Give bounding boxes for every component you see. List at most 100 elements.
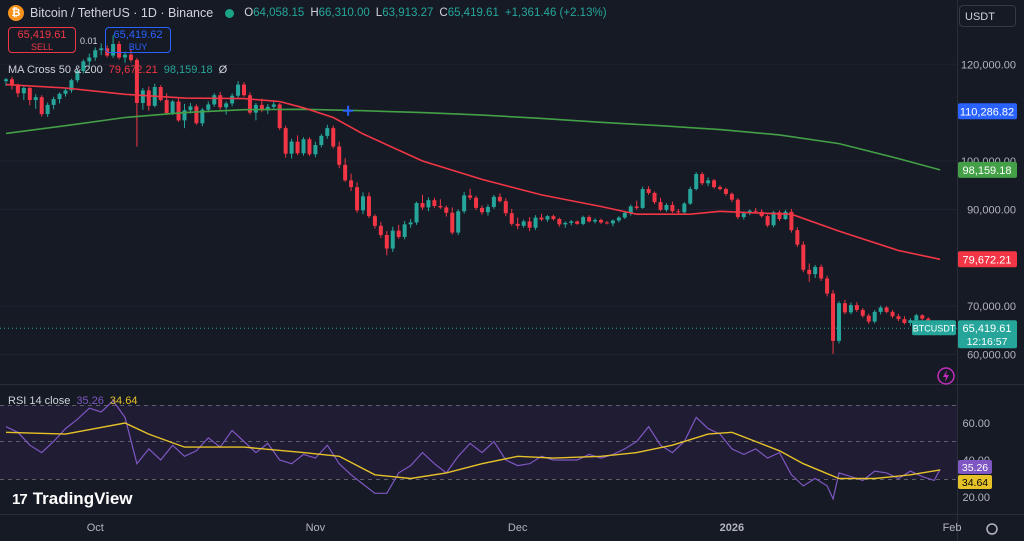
candle-body <box>813 266 818 275</box>
candle-body <box>140 90 145 103</box>
candle-body <box>491 196 496 207</box>
price-tag <box>958 251 1017 268</box>
candle-body <box>503 201 508 214</box>
candle-body <box>664 205 669 210</box>
candle-body <box>765 216 770 226</box>
candle-body <box>837 303 841 341</box>
candle-body <box>593 219 598 222</box>
candle-body <box>866 315 871 322</box>
rsi-band <box>0 405 957 479</box>
ma-indicator-name: MA Cross 50 & 200 <box>8 64 103 76</box>
price-tag <box>958 103 1017 120</box>
candle-body <box>366 196 371 217</box>
candle-body <box>164 100 169 114</box>
candle-body <box>890 311 895 317</box>
candle-body <box>468 195 473 198</box>
candle-body <box>253 104 258 113</box>
currency-selector[interactable]: USDT <box>959 5 1016 27</box>
candle-body <box>801 244 806 270</box>
candle-body <box>848 305 853 313</box>
candle-body <box>337 146 342 165</box>
market-open-dot-icon <box>225 8 235 18</box>
tradingview-branding[interactable]: 17 TradingView <box>12 489 133 509</box>
candle-body <box>301 139 306 154</box>
candle-body <box>575 221 580 224</box>
candle-body <box>450 212 455 233</box>
buy-button[interactable]: 65,419.62 BUY <box>105 27 171 53</box>
time-tick-label: Feb <box>943 522 962 534</box>
ma-cross-legend[interactable]: MA Cross 50 & 200 79,672.21 98,159.18 Ø <box>8 64 227 76</box>
sell-button[interactable]: 65,419.61 SELL <box>8 27 76 53</box>
candle-body <box>604 222 609 224</box>
rsi-legend[interactable]: RSI 14 close 35.26 34.64 <box>8 395 137 407</box>
candle-body <box>694 174 699 190</box>
candle-body <box>521 221 526 226</box>
candle-body <box>527 221 532 228</box>
candle-body <box>134 59 139 103</box>
rsi-ma-line <box>5 422 941 480</box>
candle-body <box>723 189 728 194</box>
candle-body <box>123 54 127 58</box>
candle-body <box>57 93 62 100</box>
settings-gear-icon <box>986 523 998 535</box>
candle-body <box>539 217 544 220</box>
buy-label: BUY <box>128 42 148 52</box>
candle-body <box>283 128 288 154</box>
candle-body <box>795 230 800 245</box>
price-tick-label: 60,000.00 <box>967 349 1016 361</box>
candle-body <box>325 128 330 136</box>
candle-body <box>878 307 883 312</box>
rsi-indicator-name: RSI 14 close <box>8 395 71 407</box>
candle-body <box>908 320 913 324</box>
candle-body <box>87 57 92 62</box>
time-tick-label: Nov <box>306 522 326 534</box>
rsi-line <box>5 399 941 501</box>
candle-body <box>872 311 877 322</box>
candle-body <box>295 141 300 154</box>
candle-body <box>176 101 181 121</box>
candle-body <box>33 97 38 101</box>
candle-body <box>783 211 788 220</box>
candle-body <box>182 110 187 121</box>
candle-body <box>902 319 907 324</box>
branding-text: TradingView <box>32 489 133 508</box>
candle-body <box>194 106 199 124</box>
candle-body <box>646 189 651 193</box>
candle-body <box>616 217 621 221</box>
eye-off-icon[interactable]: Ø <box>218 64 228 76</box>
candle-body <box>349 180 354 188</box>
price-tag <box>958 320 1017 349</box>
candle-body <box>551 216 556 220</box>
candle-body <box>545 216 550 220</box>
candle-body <box>236 84 241 96</box>
candle-body <box>712 180 717 188</box>
candle-body <box>670 205 675 212</box>
price-tick-label: 90,000.00 <box>967 204 1016 216</box>
candle-body <box>384 234 389 249</box>
lightning-alert-icon <box>937 367 955 385</box>
candle-body <box>117 43 122 58</box>
candle-body <box>599 219 603 223</box>
candle-body <box>265 106 270 111</box>
candle-body <box>158 87 163 101</box>
symbol-title[interactable]: Bitcoin / TetherUS · 1D · Binance <box>30 6 214 20</box>
rsi-tick-label: 60.00 <box>962 418 990 430</box>
candle-body <box>361 196 365 211</box>
candle-body <box>557 219 562 225</box>
candle-body <box>39 97 44 115</box>
candle-body <box>777 212 782 220</box>
candle-body <box>831 293 836 341</box>
candle-body <box>51 99 56 105</box>
candle-body <box>628 206 633 213</box>
ma50-value: 79,672.21 <box>108 64 158 76</box>
price-tag-text: 110,286.82 <box>960 106 1014 118</box>
candle-body <box>533 217 538 228</box>
candle-body <box>242 84 246 96</box>
tradingview-logo-icon: 17 <box>12 490 28 508</box>
candle-body <box>854 305 859 310</box>
candle-body <box>69 80 74 91</box>
candle-body <box>444 207 449 213</box>
ma50-line <box>5 83 941 261</box>
